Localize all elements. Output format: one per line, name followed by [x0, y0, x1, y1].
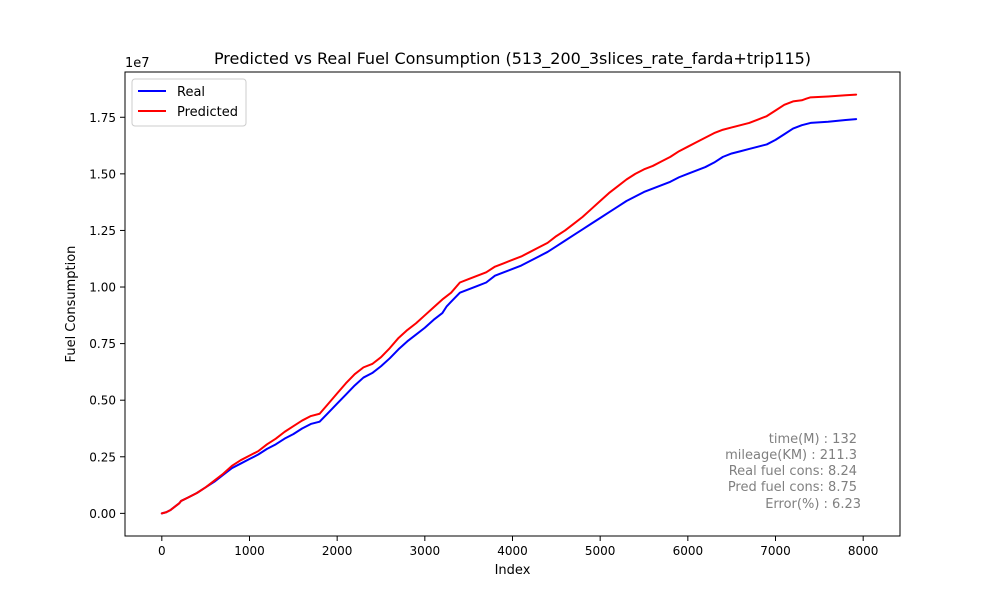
y-tick-label: 0.25 — [89, 450, 116, 464]
x-tick-label: 4000 — [497, 544, 528, 558]
x-axis-label: Index — [495, 563, 531, 578]
y-tick-label: 0.50 — [89, 394, 116, 408]
annotation-time: time(M) : 132 — [769, 432, 857, 447]
x-tick-label: 0 — [158, 544, 166, 558]
annotation-error: Error(%) : 6.23 — [765, 497, 861, 512]
x-tick-label: 5000 — [585, 544, 616, 558]
stats-annotation: time(M) : 132 mileage(KM) : 211.3 Real f… — [725, 432, 861, 512]
series-layer — [160, 93, 858, 515]
x-tick-label: 3000 — [410, 544, 441, 558]
legend-label-real: Real — [177, 85, 205, 100]
y-axis-ticks: 0.00 0.25 0.50 0.75 1.00 1.25 1.50 1.75 — [89, 111, 125, 521]
x-tick-label: 8000 — [848, 544, 879, 558]
annotation-pred-fuel: Pred fuel cons: 8.75 — [728, 480, 857, 495]
y-tick-label: 0.00 — [89, 507, 116, 521]
x-tick-label: 7000 — [760, 544, 791, 558]
series-line-real — [160, 118, 858, 515]
legend: Real Predicted — [131, 78, 247, 127]
y-tick-label: 1.50 — [89, 167, 116, 181]
x-tick-label: 6000 — [673, 544, 704, 558]
y-tick-label: 1.25 — [89, 224, 116, 238]
y-tick-label: 0.75 — [89, 337, 116, 351]
x-tick-label: 2000 — [322, 544, 353, 558]
x-tick-label: 1000 — [234, 544, 265, 558]
legend-label-predicted: Predicted — [177, 105, 238, 120]
x-axis-ticks: 0 1000 2000 3000 4000 5000 6000 7000 8000 — [158, 536, 878, 558]
y-tick-label: 1.75 — [89, 111, 116, 125]
y-axis-label: Fuel Consumption — [64, 246, 79, 363]
series-line-predicted — [160, 93, 858, 515]
annotation-mileage: mileage(KM) : 211.3 — [725, 448, 857, 463]
y-axis-offset-label: 1e7 — [125, 56, 150, 71]
chart-title: Predicted vs Real Fuel Consumption (513_… — [214, 49, 811, 69]
y-tick-label: 1.00 — [89, 281, 116, 295]
annotation-real-fuel: Real fuel cons: 8.24 — [729, 464, 857, 479]
